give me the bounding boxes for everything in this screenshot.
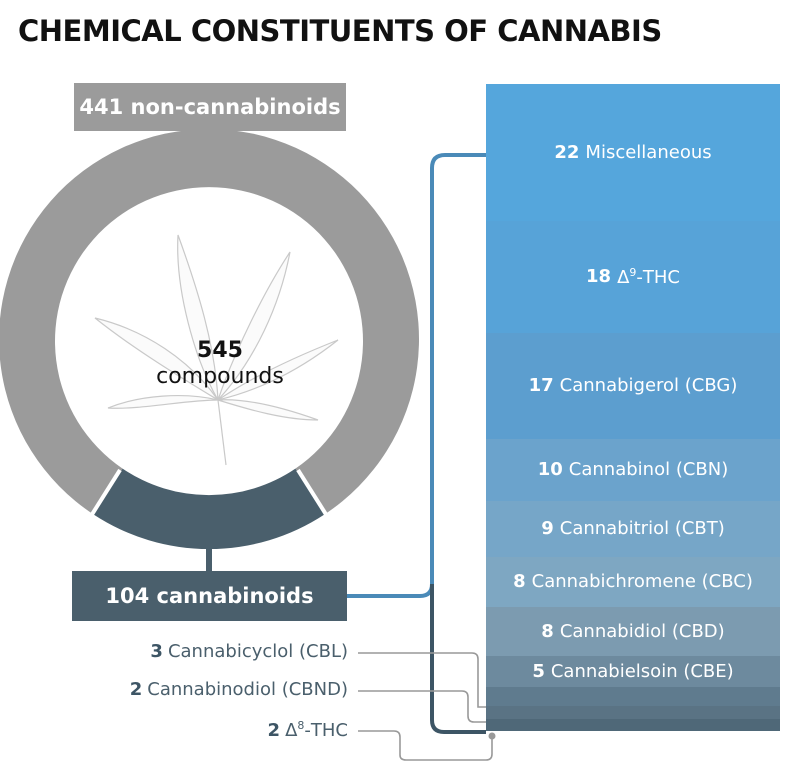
segment-delta9-thc: 18 Δ9-THC [486,220,780,333]
non-cannabinoid-arc [0,129,419,515]
cannabinoids-box: 104 cannabinoids [72,571,347,621]
segment-count: 22 [554,141,580,163]
segment-cbg: 17 Cannabigerol (CBG) [486,332,780,439]
label-name: Cannabinodiol (CBND) [147,679,348,700]
segment-count: 5 [532,661,545,683]
label-count: 2 [267,720,281,741]
cannabinoid-stack: 22 Miscellaneous 18 Δ9-THC 17 Cannabigerol … [486,84,780,731]
segment-cbd: 8 Cannabidiol (CBD) [486,606,780,657]
leader-dot-d8thc [488,732,496,740]
total-number: 545 [197,338,243,363]
top-stem [206,130,212,160]
segment-label: Miscellaneous [585,141,712,163]
segment-count: 9 [541,518,554,540]
segment-delta8-thc [486,718,780,731]
non-cannabinoids-label: 441 non-cannabinoids [79,95,341,119]
leader-line-cbl [358,652,492,708]
label-cbl: 3 Cannabicyclol (CBL) [150,641,348,662]
segment-label: Cannabigerol (CBG) [559,375,738,397]
label-name: Cannabicyclol (CBL) [167,641,348,662]
label-delta8-thc: 2 Δ8-THC [268,719,348,741]
bottom-stem [206,540,212,572]
segment-cbe: 5 Cannabielsoin (CBE) [486,656,780,688]
segment-cbn: 10 Cannabinol (CBN) [486,438,780,501]
segment-label: Cannabielsoin (CBE) [550,661,734,683]
segment-count: 8 [513,571,526,593]
segment-label: Cannabitriol (CBT) [559,518,725,540]
leader-line-d8thc [358,730,493,761]
segment-label: Cannabichromene (CBC) [531,571,753,593]
label-count: 2 [129,679,143,700]
cannabinoid-arc [93,468,325,550]
segment-label: Cannabidiol (CBD) [559,620,725,642]
page-title: CHEMICAL CONSTITUENTS OF CANNABIS [18,14,662,48]
segment-cbt: 9 Cannabitriol (CBT) [486,500,780,557]
cannabinoids-label: 104 cannabinoids [105,584,314,608]
total-unit: compounds [156,364,284,389]
cannabis-leaf-icon [94,234,339,466]
segment-label: Δ9-THC [617,265,680,288]
segment-cbc: 8 Cannabichromene (CBC) [486,556,780,607]
label-name: Δ8-THC [285,719,348,741]
segment-cbnd [486,706,780,719]
segment-miscellaneous: 22 Miscellaneous [486,84,780,221]
segment-label: Cannabinol (CBN) [568,459,729,481]
arc-separator [296,468,329,518]
total-compounds: 545 compounds [110,338,330,390]
segment-cbl [486,687,780,707]
segment-count: 18 [586,266,612,288]
segment-count: 17 [528,375,554,397]
cannabinoid-connector [347,153,486,598]
non-cannabinoids-box: 441 non-cannabinoids [74,83,346,131]
leader-line-cbnd [358,690,492,723]
label-count: 3 [150,641,163,662]
segment-count: 10 [537,459,563,481]
label-cbnd: 2 Cannabinodiol (CBND) [130,679,348,700]
segment-count: 8 [541,620,554,642]
arc-separator [89,468,122,518]
cannabinoid-connector-lower [430,584,486,734]
